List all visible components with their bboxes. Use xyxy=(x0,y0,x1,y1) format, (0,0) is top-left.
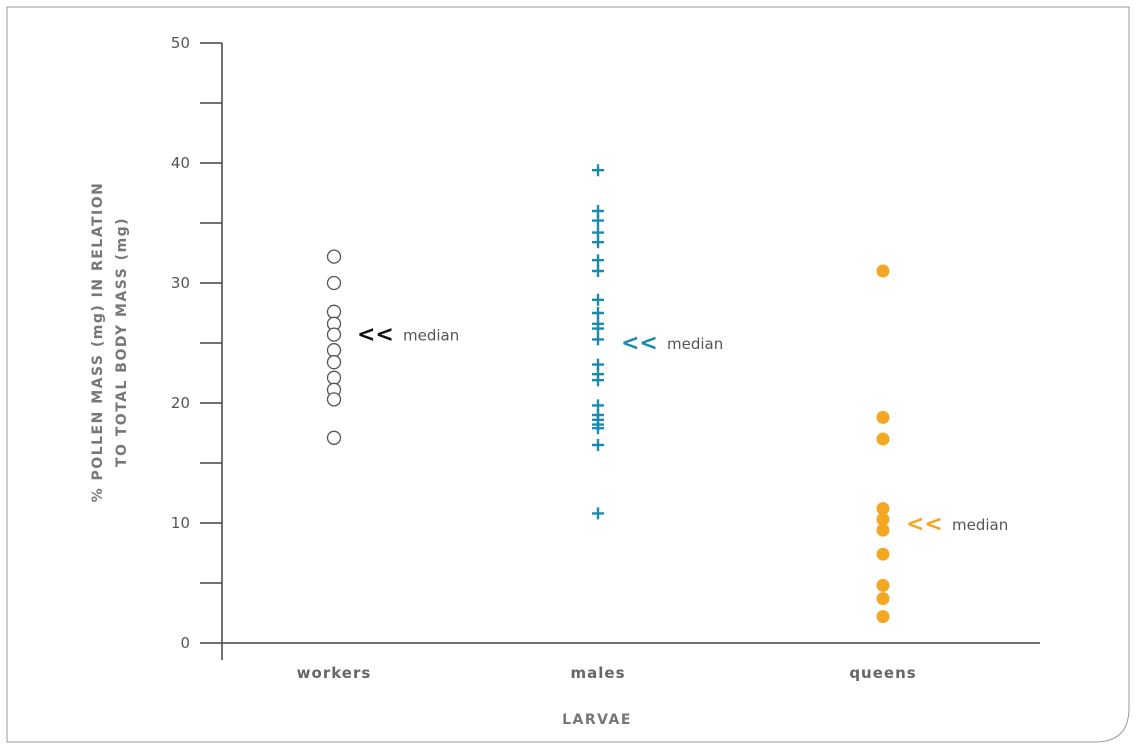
x-category-label: queens xyxy=(849,664,916,682)
x-axis-title: LARVAE xyxy=(562,712,632,728)
data-point-queens xyxy=(876,264,890,278)
data-point-queens xyxy=(876,610,890,624)
data-point-workers xyxy=(326,343,342,358)
data-point-males xyxy=(592,236,604,249)
data-point-males xyxy=(592,439,604,451)
data-point-workers xyxy=(326,275,342,291)
y-axis-title-line-1: % POLLEN MASS (mg) IN RELATION xyxy=(90,182,106,503)
data-point-males xyxy=(592,422,604,435)
data-point-males xyxy=(592,254,604,267)
data-point-queens xyxy=(876,432,890,446)
y-tick-label: 30 xyxy=(171,274,190,292)
data-point-workers xyxy=(326,392,342,407)
y-tick-label: 0 xyxy=(180,634,190,652)
data-point-males xyxy=(592,322,604,335)
data-point-queens xyxy=(876,410,890,424)
y-tick-label: 40 xyxy=(171,154,190,172)
data-point-queens xyxy=(876,512,890,526)
data-point-males xyxy=(592,507,604,520)
median-label-workers: median xyxy=(403,327,459,345)
median-arrow-males: << xyxy=(621,331,658,356)
x-category-label: males xyxy=(571,664,626,682)
data-point-workers xyxy=(326,355,342,370)
median-arrow-workers: << xyxy=(357,323,394,348)
data-point-males xyxy=(592,374,604,387)
data-point-workers xyxy=(326,249,342,264)
data-marks xyxy=(326,164,890,624)
data-point-queens xyxy=(876,547,890,561)
data-point-queens xyxy=(876,502,890,516)
median-label-queens: median xyxy=(952,516,1008,534)
data-point-males xyxy=(592,307,604,319)
data-point-males xyxy=(592,164,604,177)
data-point-males xyxy=(592,265,604,277)
x-category-label: workers xyxy=(297,664,372,682)
median-arrow-queens: << xyxy=(906,512,943,537)
axes: 0 10 20 30 40 50 workers males queens xyxy=(171,34,1040,682)
data-point-queens xyxy=(876,578,890,592)
y-tick-label: 50 xyxy=(171,34,190,52)
data-point-workers xyxy=(326,304,342,319)
data-point-males xyxy=(592,214,604,227)
data-point-workers xyxy=(326,370,342,385)
frame-border xyxy=(6,6,1130,743)
data-point-queens xyxy=(876,592,890,606)
median-label-males: median xyxy=(667,335,723,353)
y-tick-label: 20 xyxy=(171,394,190,412)
data-point-males xyxy=(592,293,604,306)
median-annotations: << median << median << median xyxy=(357,323,1008,538)
y-axis-title-line-2: TO TOTAL BODY MASS (mg) xyxy=(114,217,130,467)
data-point-queens xyxy=(876,523,890,537)
data-point-workers xyxy=(326,430,342,445)
data-point-workers xyxy=(326,327,342,342)
y-tick-label: 10 xyxy=(171,514,190,532)
data-point-males xyxy=(592,333,604,346)
